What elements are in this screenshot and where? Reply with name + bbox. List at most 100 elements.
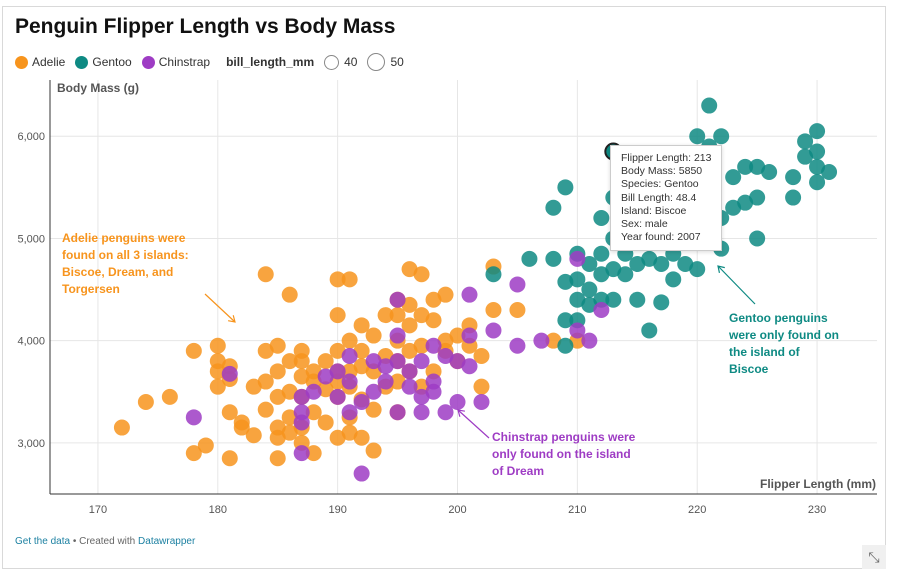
adelie-arrow [204,293,236,323]
data-point-chinstrap [473,394,490,410]
annotation-chinstrap: Chinstrap penguins were only found on th… [492,429,635,480]
annotation-adelie: Adelie penguins were found on all 3 isla… [62,230,189,298]
tooltip-bill: Bill Length: 48.4 [621,191,697,204]
data-point-gentoo [737,194,754,211]
data-point-gentoo [569,291,586,308]
x-tick-label: 210 [568,504,586,516]
data-point-adelie [401,342,418,359]
data-point-adelie [437,286,454,303]
data-point-adelie [281,286,298,303]
data-point-adelie [425,312,442,329]
data-point-gentoo [545,250,562,267]
data-point-adelie [509,302,526,318]
data-point-adelie [329,342,346,359]
data-point-chinstrap [293,445,310,462]
data-point-adelie [329,307,346,324]
data-point-adelie [401,296,418,313]
data-point-chinstrap [389,404,406,421]
data-point-gentoo [809,123,826,140]
tooltip-sex: Sex: male [621,218,668,231]
data-point-gentoo [797,148,814,165]
data-point-chinstrap [461,358,478,375]
data-point-chinstrap [305,383,322,400]
expand-icon[interactable]: ⤡ [862,545,886,569]
data-point-gentoo [605,261,622,278]
data-point-gentoo [593,266,610,283]
data-point-chinstrap [413,388,430,405]
adelie-arrow-head [228,315,236,323]
legend-item-chinstrap[interactable]: Chinstrap [141,55,210,69]
data-point-gentoo [725,199,742,216]
data-point-adelie [413,266,430,283]
data-point-gentoo [581,256,598,272]
get-data-link[interactable]: Get the data [15,536,71,547]
data-point-adelie [353,317,370,334]
x-tick-label: 230 [808,504,826,516]
data-point-gentoo [641,250,658,267]
annotation-arrows [204,265,756,439]
annotation-chinstrap-line: only found on the island [492,447,631,461]
data-point-adelie [305,445,322,462]
data-point-chinstrap [401,363,418,380]
data-point-gentoo [821,164,838,180]
x-tick-label: 190 [328,504,346,516]
data-point-chinstrap [401,378,418,395]
axes: 3,000 4,000 5,000 6,000 170 180 190 200 210 220 23… [17,80,877,516]
data-point-gentoo [485,266,502,283]
data-point-adelie [269,388,286,405]
data-points [113,97,838,482]
data-point-chinstrap [341,404,358,421]
data-point-gentoo [785,189,802,206]
annotation-gentoo-line: Biscoe [729,362,769,376]
legend-item-adelie[interactable]: Adelie [15,55,65,69]
data-point-gentoo [689,261,706,278]
data-point-adelie [401,261,418,278]
data-point-gentoo [581,296,598,313]
legend-size-title: bill_length_mm [226,55,315,69]
data-point-chinstrap [341,373,358,390]
data-point-chinstrap [389,353,406,370]
data-point-adelie [161,388,178,405]
annotation-adelie-line: found on all 3 islands: [62,248,189,262]
data-point-gentoo [761,164,778,180]
y-tick-label: 6,000 [17,131,45,143]
datawrapper-link[interactable]: Datawrapper [138,536,196,547]
data-point-adelie [389,373,406,390]
data-point-chinstrap [569,250,586,267]
y-tick-label: 3,000 [17,438,45,450]
legend-size-ring-large [367,53,386,71]
chart-frame [2,6,886,569]
data-point-adelie [209,378,226,395]
legend-item-gentoo[interactable]: Gentoo [75,55,132,69]
data-point-gentoo [581,281,598,298]
data-point-gentoo [701,97,718,114]
data-point-chinstrap [413,404,430,421]
data-point-chinstrap [425,383,442,400]
data-point-adelie [269,363,286,380]
data-point-adelie [185,342,202,359]
legend-swatch-chinstrap [141,55,155,69]
data-point-adelie [221,404,238,421]
data-point-adelie [281,424,298,441]
legend-swatch-adelie [15,55,28,69]
data-point-adelie [317,381,334,398]
data-point-adelie [473,348,490,364]
data-point-gentoo [557,312,574,329]
data-point-adelie [293,368,310,385]
data-point-gentoo [689,128,706,145]
data-point-adelie [269,450,286,467]
x-tick-label: 220 [688,504,706,516]
data-point-gentoo [749,189,766,206]
chinstrap-arrow-head [457,409,466,417]
data-point-chinstrap [449,353,466,370]
data-point-adelie [257,401,274,418]
data-point-gentoo [557,179,574,196]
legend-size-50: 50 [367,53,404,71]
data-point-adelie [341,271,358,288]
data-point-gentoo [797,133,814,150]
data-point-chinstrap [293,388,310,405]
data-point-chinstrap [329,363,346,380]
legend-label-gentoo: Gentoo [92,55,132,69]
tooltip-flipper: Flipper Length: 213 [621,152,712,164]
data-point-chinstrap [425,337,442,354]
